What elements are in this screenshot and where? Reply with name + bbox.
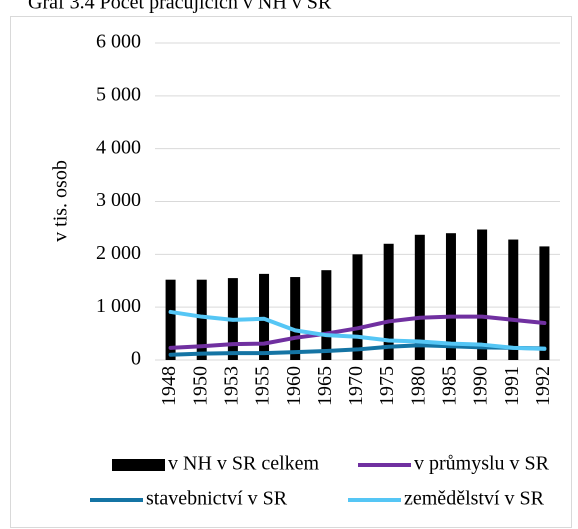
bar bbox=[477, 229, 488, 360]
chart-title: Graf 3.4 Počet pracujících v NH v SR bbox=[28, 0, 332, 14]
bar bbox=[445, 233, 456, 360]
line bbox=[168, 314, 547, 350]
y-tick-label: 3 000 bbox=[96, 189, 141, 211]
x-tick-label: 1992 bbox=[532, 366, 554, 406]
x-tick-label: 1990 bbox=[470, 366, 492, 406]
x-tick-label: 1948 bbox=[158, 366, 180, 406]
y-tick-label: 6 000 bbox=[96, 31, 141, 53]
line bbox=[168, 343, 547, 357]
bar bbox=[383, 243, 394, 360]
x-tick-label: 1970 bbox=[345, 366, 367, 406]
legend-label: v průmyslu v SR bbox=[414, 453, 550, 475]
y-tick-label: 1 000 bbox=[96, 295, 141, 317]
x-tick-label: 1980 bbox=[407, 366, 429, 406]
x-tick-label: 1965 bbox=[314, 366, 336, 406]
line bbox=[168, 309, 547, 351]
y-tick-label: 2 000 bbox=[96, 242, 141, 264]
bar bbox=[352, 254, 363, 360]
legend-label: stavebnictví v SR bbox=[146, 488, 288, 510]
bar bbox=[290, 277, 301, 360]
x-tick-label: 1985 bbox=[439, 366, 461, 406]
x-tick-label: 1991 bbox=[501, 366, 523, 406]
x-tick-label: 1960 bbox=[283, 366, 305, 406]
x-tick-label: 1955 bbox=[252, 366, 274, 406]
legend-label: v NH v SR celkem bbox=[168, 453, 320, 475]
y-tick-label: 5 000 bbox=[96, 83, 141, 105]
x-tick-label: 1975 bbox=[376, 366, 398, 406]
y-tick-label: 0 bbox=[131, 348, 141, 370]
legend-swatch bbox=[112, 459, 165, 471]
bar bbox=[539, 246, 550, 360]
bar bbox=[508, 239, 519, 360]
bar bbox=[414, 234, 425, 360]
bar bbox=[165, 279, 176, 360]
bar bbox=[196, 279, 207, 360]
y-axis-label: v tis. osob bbox=[50, 160, 72, 242]
y-tick-label: 4 000 bbox=[96, 136, 141, 158]
chart-border bbox=[10, 16, 572, 528]
legend-label: zemědělství v SR bbox=[404, 488, 545, 510]
x-tick-label: 1953 bbox=[220, 366, 242, 406]
bar bbox=[321, 270, 332, 360]
x-tick-label: 1950 bbox=[189, 366, 211, 406]
